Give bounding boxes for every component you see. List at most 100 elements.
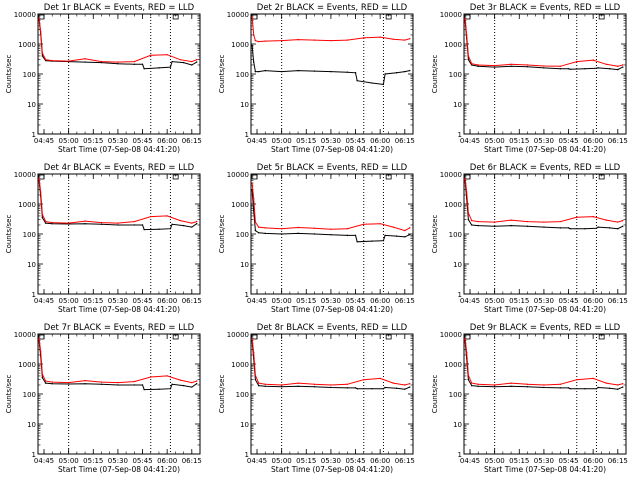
x-tick-label: 05:15 bbox=[83, 297, 103, 305]
x-tick-label: 05:30 bbox=[534, 137, 554, 145]
series-point-events bbox=[196, 61, 198, 63]
series-point-events bbox=[313, 386, 316, 388]
series-line-events bbox=[38, 180, 197, 231]
series-point-events bbox=[584, 388, 586, 390]
series-point-events bbox=[100, 61, 103, 64]
series-point-events bbox=[567, 387, 570, 389]
series-point-lld bbox=[253, 198, 255, 200]
x-tick-label: 05:45 bbox=[345, 457, 365, 465]
series-point-lld bbox=[464, 17, 466, 20]
series-point-lld bbox=[67, 60, 70, 62]
series-point-events bbox=[467, 218, 470, 221]
series-point-events bbox=[356, 241, 358, 243]
y-tick-label: 1 bbox=[245, 451, 249, 459]
y-tick-label: 100 bbox=[23, 71, 36, 79]
y-axis-label: Counts/sec bbox=[431, 375, 439, 414]
series-point-events bbox=[191, 386, 193, 388]
plot-frame bbox=[37, 333, 201, 455]
y-tick-label: 10 bbox=[27, 261, 36, 269]
series-point-lld bbox=[51, 59, 53, 62]
series-point-events bbox=[133, 224, 136, 226]
series-point-lld bbox=[196, 380, 198, 382]
series-line-lld bbox=[464, 18, 623, 67]
x-tick-label: 06:00 bbox=[157, 137, 177, 145]
detector-panel-3: Det 3r BLACK = Events, RED = LLD 1 10 100 10… bbox=[426, 0, 639, 160]
y-tick-label: 10 bbox=[240, 261, 249, 269]
series-point-lld bbox=[617, 65, 619, 68]
chart-svg: Det 8r BLACK = Events, RED = LLD 1 10 100 10… bbox=[218, 323, 415, 474]
series-point-events bbox=[41, 55, 44, 57]
x-tick-label: 06:00 bbox=[157, 457, 177, 465]
series-point-lld bbox=[592, 215, 594, 218]
series-point-events bbox=[346, 387, 349, 389]
series-point-lld bbox=[526, 220, 529, 223]
x-tick-label: 06:15 bbox=[182, 457, 202, 465]
x-tick-label: 05:30 bbox=[534, 297, 554, 305]
series-point-lld bbox=[346, 39, 349, 41]
series-point-events bbox=[467, 58, 470, 61]
chart-svg: Det 4r BLACK = Events, RED = LLD 1 10 100 10… bbox=[5, 163, 202, 314]
series-point-events bbox=[584, 228, 586, 230]
x-tick-label: 05:15 bbox=[83, 137, 103, 145]
y-tick-label: 10000 bbox=[14, 11, 36, 19]
y-tick-label: 1000 bbox=[444, 41, 462, 49]
series-line-lld bbox=[38, 178, 197, 224]
x-tick-label: 04:45 bbox=[460, 137, 480, 145]
series-point-events bbox=[84, 223, 86, 225]
series-point-lld bbox=[379, 377, 381, 380]
series-point-events bbox=[84, 383, 86, 385]
y-tick-label: 1 bbox=[32, 291, 36, 299]
series-point-lld bbox=[280, 39, 283, 42]
series-point-events bbox=[254, 70, 257, 73]
series-point-events bbox=[597, 67, 599, 69]
series-point-events bbox=[470, 384, 473, 387]
series-line-lld bbox=[464, 178, 623, 223]
chart-title: Det 4r BLACK = Events, RED = LLD bbox=[44, 163, 195, 173]
y-tick-label: 10 bbox=[240, 421, 249, 429]
x-tick-label: 04:45 bbox=[34, 137, 54, 145]
series-point-events bbox=[44, 382, 47, 384]
series-point-lld bbox=[510, 219, 512, 221]
series-point-events bbox=[280, 386, 283, 388]
series-point-events bbox=[251, 44, 253, 47]
series-point-lld bbox=[470, 63, 473, 65]
series-point-lld bbox=[409, 38, 411, 40]
y-tick-label: 10 bbox=[27, 421, 36, 429]
x-tick-label: 05:00 bbox=[272, 297, 292, 305]
series-point-events bbox=[100, 383, 103, 386]
series-point-lld bbox=[67, 222, 70, 224]
series-point-events bbox=[382, 239, 385, 242]
detector-panel-6: Det 6r BLACK = Events, RED = LLD 1 10 100 10… bbox=[426, 160, 639, 320]
series-point-events bbox=[404, 236, 406, 238]
chart-title: Det 2r BLACK = Events, RED = LLD bbox=[257, 3, 408, 13]
series-point-lld bbox=[133, 380, 136, 383]
series-point-events bbox=[477, 224, 479, 227]
series-point-lld bbox=[40, 30, 42, 33]
series-point-lld bbox=[51, 221, 53, 224]
plot-frame bbox=[37, 173, 201, 295]
chart-svg: Det 7r BLACK = Events, RED = LLD 1 10 100 10… bbox=[5, 323, 202, 474]
chart-svg: Det 1r BLACK = Events, RED = LLD 1 10 100 10… bbox=[5, 3, 202, 154]
series-point-events bbox=[346, 234, 349, 237]
series-point-events bbox=[51, 383, 53, 385]
y-tick-label: 100 bbox=[236, 231, 249, 239]
series-point-lld bbox=[313, 227, 316, 229]
series-point-lld bbox=[617, 384, 619, 386]
x-axis-label: Start Time (07-Sep-08 04:41:20) bbox=[484, 305, 606, 314]
series-point-lld bbox=[191, 60, 193, 63]
series-point-events bbox=[608, 68, 611, 70]
series-point-events bbox=[382, 83, 385, 86]
series-point-lld bbox=[51, 381, 53, 383]
series-point-lld bbox=[44, 58, 47, 61]
x-tick-label: 05:45 bbox=[558, 137, 578, 145]
series-line-lld bbox=[38, 18, 197, 63]
series-point-lld bbox=[297, 382, 299, 384]
x-tick-label: 04:45 bbox=[247, 457, 267, 465]
series-point-lld bbox=[44, 380, 47, 382]
x-tick-label: 05:30 bbox=[108, 137, 128, 145]
series-point-lld bbox=[264, 40, 266, 42]
series-line-events bbox=[464, 340, 623, 390]
x-tick-label: 05:45 bbox=[345, 297, 365, 305]
x-tick-label: 04:45 bbox=[460, 457, 480, 465]
x-tick-label: 05:45 bbox=[345, 137, 365, 145]
